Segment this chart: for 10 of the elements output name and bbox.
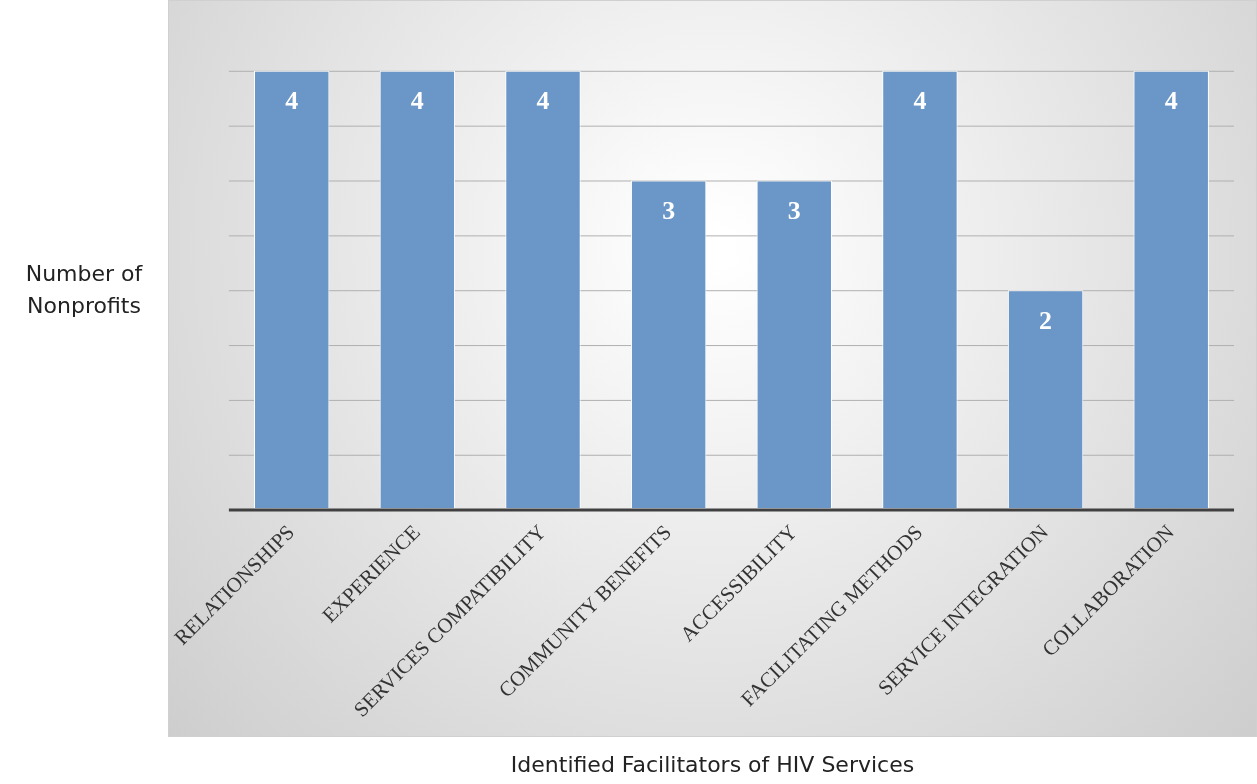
data-label: 4 [913,86,927,116]
data-label: 4 [536,86,550,116]
data-label: 4 [1164,86,1178,116]
data-label: 3 [787,196,801,226]
data-label: 2 [1039,305,1053,335]
x-axis-title: Identified Facilitators of HIV Services [509,752,916,777]
data-label: 3 [662,196,676,226]
data-label: 4 [410,86,424,116]
y-axis-title: Number of Nonprofits [24,260,144,320]
data-label: 4 [285,86,299,116]
